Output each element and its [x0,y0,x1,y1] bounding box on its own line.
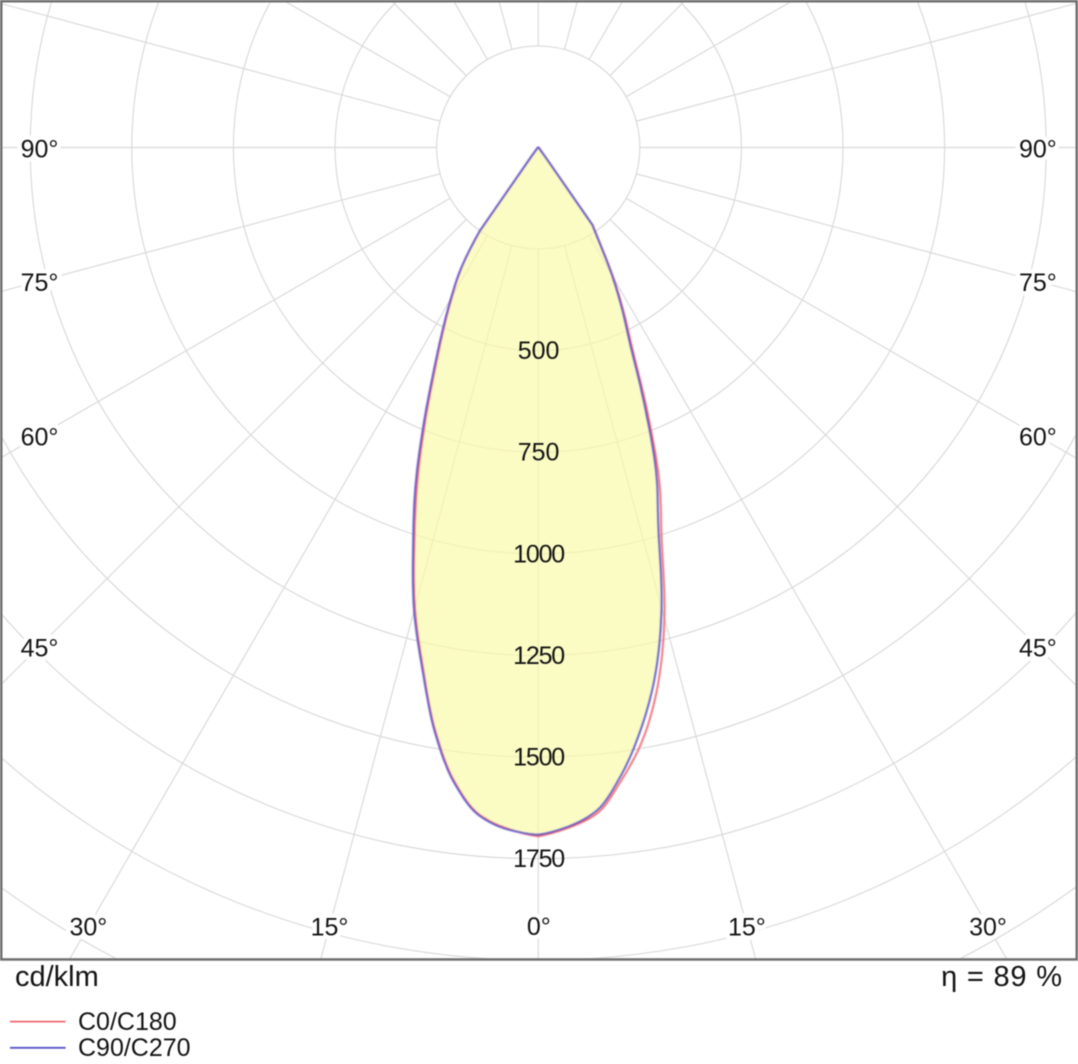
svg-text:C90/C270: C90/C270 [78,1034,191,1062]
svg-text:60°: 60° [21,424,59,452]
svg-text:750: 750 [518,439,560,467]
svg-text:75°: 75° [21,269,59,297]
svg-text:30°: 30° [969,914,1007,942]
svg-text:1750: 1750 [513,845,564,873]
svg-text:30°: 30° [69,914,107,942]
svg-text:C0/C180: C0/C180 [78,1008,177,1036]
svg-text:500: 500 [518,337,560,365]
svg-text:0°: 0° [527,913,551,941]
svg-text:90°: 90° [1019,136,1057,164]
svg-text:60°: 60° [1019,424,1057,452]
svg-text:15°: 15° [728,914,766,942]
svg-text:1000: 1000 [513,540,564,568]
svg-text:1250: 1250 [513,642,564,670]
svg-text:η = 89 %: η = 89 % [941,961,1063,993]
svg-text:cd/klm: cd/klm [15,961,99,993]
svg-text:45°: 45° [21,635,59,663]
svg-text:15°: 15° [311,914,349,942]
svg-text:45°: 45° [1019,635,1057,663]
svg-text:90°: 90° [21,136,59,164]
svg-text:1500: 1500 [513,744,564,772]
svg-text:75°: 75° [1019,269,1057,297]
